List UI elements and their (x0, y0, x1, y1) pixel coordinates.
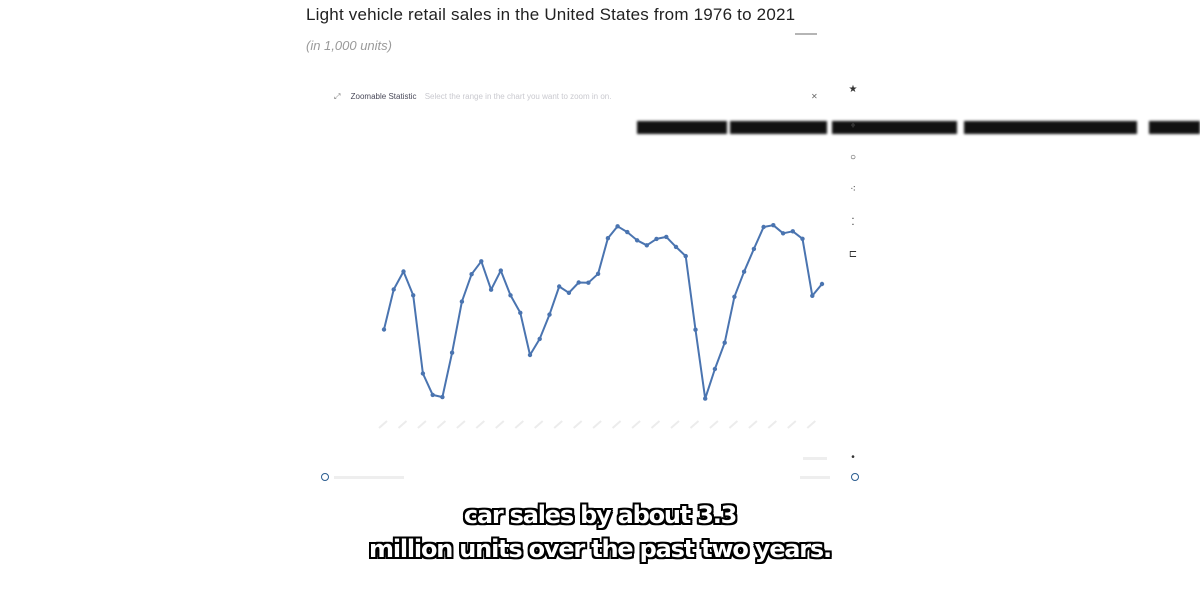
data-point-2015[interactable] (761, 224, 766, 230)
redacted-overlay (637, 121, 1200, 134)
x-tick-1978 (397, 420, 408, 429)
x-tick-2000 (611, 420, 622, 429)
data-point-2010[interactable] (712, 366, 718, 372)
quote-icon[interactable]: ⁚ (851, 217, 855, 228)
data-point-2013[interactable] (741, 269, 747, 274)
data-point-2020[interactable] (810, 293, 815, 298)
x-tick-2002 (631, 420, 641, 429)
series-line (383, 224, 823, 400)
x-tick-1994 (553, 420, 563, 429)
footer-source-placeholder (334, 476, 404, 479)
x-tick-1986 (475, 420, 485, 429)
data-point-1995[interactable] (566, 290, 572, 295)
x-tick-2012 (728, 420, 739, 429)
data-point-2003[interactable] (644, 243, 649, 248)
data-point-1985[interactable] (469, 272, 474, 277)
x-tick-1996 (573, 420, 583, 429)
data-point-1978[interactable] (401, 269, 406, 274)
data-point-1986[interactable] (479, 259, 484, 264)
data-point-2009[interactable] (703, 396, 708, 401)
x-tick-2010 (709, 420, 719, 429)
data-point-1991[interactable] (527, 352, 533, 358)
data-point-1983[interactable] (449, 350, 455, 355)
data-point-1996[interactable] (576, 280, 581, 285)
expand-icon[interactable]: • (851, 452, 855, 463)
data-point-2018[interactable] (790, 229, 795, 234)
x-tick-1990 (514, 420, 524, 429)
video-caption: car sales by about 3.3 million units ove… (0, 498, 1200, 566)
data-point-1976[interactable] (381, 327, 387, 332)
x-axis-ticks (378, 420, 816, 429)
x-tick-2016 (767, 420, 777, 429)
share-icon[interactable]: ⁖ (850, 184, 856, 195)
x-tick-1976 (378, 420, 388, 429)
series-points (381, 223, 825, 401)
gear-icon[interactable]: ○ (849, 152, 857, 163)
data-point-1992[interactable] (537, 336, 542, 342)
data-point-1987[interactable] (488, 287, 494, 292)
chart-title: Light vehicle retail sales in the United… (306, 5, 796, 24)
data-point-2016[interactable] (771, 223, 776, 228)
data-point-2006[interactable] (673, 244, 679, 250)
x-tick-2004 (650, 420, 661, 429)
footer-credit-placeholder (803, 457, 827, 460)
data-point-1982[interactable] (440, 394, 445, 400)
data-point-1999[interactable] (605, 236, 611, 241)
chart-subtitle: (in 1,000 units) (306, 38, 392, 53)
data-point-1998[interactable] (595, 271, 601, 276)
data-point-1989[interactable] (508, 293, 513, 298)
info-icon[interactable] (321, 473, 329, 481)
zoom-bar: ⤢ Zoomable Statistic Select the range in… (334, 92, 611, 102)
data-point-2004[interactable] (654, 236, 659, 242)
data-point-2005[interactable] (664, 234, 669, 240)
x-tick-2008 (689, 420, 700, 429)
x-tick-2014 (748, 420, 758, 429)
data-point-2017[interactable] (780, 231, 786, 236)
zoom-icon: ⤢ (334, 92, 341, 101)
data-point-1994[interactable] (557, 284, 562, 289)
star-icon[interactable]: ★ (848, 84, 858, 95)
data-point-2021[interactable] (819, 281, 825, 287)
data-point-2007[interactable] (683, 253, 688, 259)
data-point-2000[interactable] (615, 224, 620, 229)
data-point-1977[interactable] (391, 287, 396, 292)
zoom-label: Zoomable Statistic (350, 92, 417, 101)
x-tick-1984 (456, 420, 466, 429)
footer-credit-placeholder (800, 476, 830, 479)
bell-icon[interactable]: ♦ (850, 120, 856, 131)
x-tick-1988 (495, 420, 505, 429)
data-point-2014[interactable] (751, 246, 757, 252)
print-icon[interactable]: ⊏ (848, 249, 858, 260)
data-point-2011[interactable] (722, 340, 727, 345)
caption-line-1: car sales by about 3.3 (463, 501, 738, 529)
data-point-1990[interactable] (518, 310, 523, 315)
data-point-1988[interactable] (498, 268, 503, 273)
divider (795, 33, 817, 35)
zoom-hint: Select the range in the chart you want t… (424, 92, 612, 101)
data-point-2001[interactable] (625, 229, 630, 235)
data-point-1984[interactable] (459, 299, 465, 304)
data-point-2019[interactable] (800, 236, 805, 241)
close-icon[interactable]: ✕ (811, 92, 818, 101)
caption-line-2: million units over the past two years. (369, 535, 832, 563)
data-point-2012[interactable] (732, 294, 737, 299)
settings-icon[interactable] (851, 473, 859, 481)
x-tick-1982 (436, 420, 447, 429)
x-tick-1980 (417, 420, 427, 429)
data-point-1993[interactable] (547, 312, 552, 317)
data-point-1997[interactable] (586, 280, 591, 285)
x-tick-2020 (806, 420, 816, 429)
data-point-1980[interactable] (420, 371, 426, 376)
x-tick-1992 (534, 420, 544, 429)
x-tick-1998 (592, 420, 602, 429)
data-point-1979[interactable] (411, 293, 416, 298)
data-point-1981[interactable] (430, 392, 435, 398)
data-point-2002[interactable] (634, 238, 640, 243)
x-tick-2018 (787, 420, 797, 429)
x-tick-2006 (670, 420, 680, 429)
data-point-2008[interactable] (693, 327, 698, 332)
